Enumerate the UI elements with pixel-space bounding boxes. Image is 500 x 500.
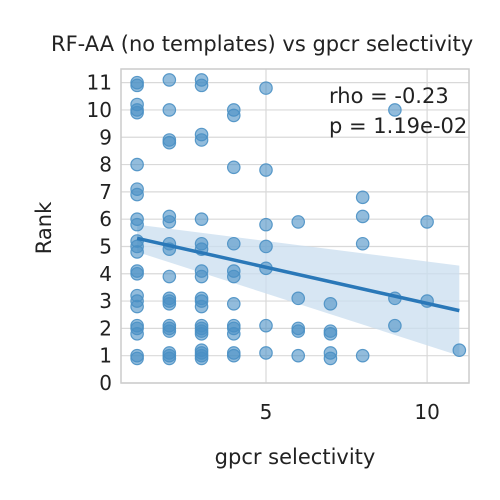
data-point bbox=[388, 103, 402, 117]
data-point bbox=[130, 105, 144, 120]
data-point bbox=[162, 135, 177, 150]
y-tick-label: 5 bbox=[99, 234, 112, 258]
data-point bbox=[355, 236, 370, 251]
data-point bbox=[130, 299, 144, 314]
data-point bbox=[226, 160, 241, 175]
data-point bbox=[130, 157, 144, 172]
data-point bbox=[355, 209, 370, 224]
p-value-annotation: p = 1.19e-02 bbox=[329, 114, 467, 138]
data-point bbox=[162, 324, 177, 338]
data-point bbox=[226, 108, 241, 123]
data-point bbox=[194, 269, 209, 284]
y-tick-label: 6 bbox=[99, 207, 112, 231]
data-point bbox=[194, 299, 209, 314]
x-tick-label: 10 bbox=[414, 400, 439, 424]
data-point bbox=[226, 297, 241, 311]
data-point bbox=[323, 297, 338, 311]
data-point bbox=[226, 269, 241, 284]
data-point bbox=[130, 266, 144, 281]
y-tick-label: 7 bbox=[99, 180, 112, 204]
data-point bbox=[420, 215, 434, 229]
data-point bbox=[162, 351, 177, 366]
y-tick-label: 3 bbox=[99, 289, 112, 313]
regression-layer bbox=[136, 236, 460, 313]
data-point bbox=[226, 236, 241, 251]
data-point bbox=[291, 348, 306, 363]
data-point bbox=[259, 81, 273, 95]
data-point bbox=[259, 163, 273, 177]
data-point bbox=[355, 348, 370, 363]
data-point bbox=[162, 103, 177, 117]
data-point bbox=[130, 217, 144, 232]
data-point bbox=[388, 318, 402, 333]
y-tick-label: 0 bbox=[99, 371, 112, 395]
y-tick-label: 2 bbox=[99, 316, 112, 340]
data-point bbox=[226, 348, 241, 363]
data-point bbox=[323, 351, 338, 366]
data-point bbox=[323, 327, 338, 341]
data-point bbox=[194, 78, 209, 93]
data-point bbox=[452, 343, 467, 358]
data-point bbox=[194, 212, 209, 226]
data-point bbox=[226, 327, 241, 341]
x-tick-label: 5 bbox=[260, 400, 273, 424]
data-point bbox=[162, 297, 177, 311]
y-axis-label: Rank bbox=[32, 201, 56, 254]
regression-line bbox=[136, 236, 460, 313]
data-point bbox=[194, 133, 209, 147]
data-point bbox=[355, 190, 370, 205]
plot-frame bbox=[120, 68, 470, 384]
data-point bbox=[259, 318, 273, 333]
y-tick-label: 9 bbox=[99, 125, 112, 149]
data-point bbox=[194, 351, 209, 366]
y-tick-label: 11 bbox=[87, 71, 112, 95]
data-point bbox=[259, 217, 273, 232]
data-point bbox=[291, 324, 306, 338]
data-point bbox=[130, 351, 144, 366]
data-point bbox=[291, 215, 306, 229]
rho-annotation: rho = -0.23 bbox=[329, 84, 449, 108]
x-axis-label: gpcr selectivity bbox=[215, 445, 376, 469]
data-point bbox=[162, 73, 177, 87]
y-tick-label: 4 bbox=[99, 262, 112, 286]
y-tick-label: 1 bbox=[99, 344, 112, 368]
data-point bbox=[194, 327, 209, 341]
data-point bbox=[130, 245, 144, 259]
data-point bbox=[291, 291, 306, 306]
y-tick-label: 10 bbox=[87, 98, 112, 122]
y-tick-label: 8 bbox=[99, 153, 112, 177]
data-point bbox=[259, 346, 273, 360]
data-point bbox=[130, 78, 144, 93]
data-point bbox=[130, 327, 144, 341]
x-tick-labels: 5 10 bbox=[260, 400, 440, 424]
data-point bbox=[162, 215, 177, 229]
data-point bbox=[259, 239, 273, 254]
y-tick-labels: 0 1 2 3 4 5 6 7 8 9 10 11 bbox=[87, 71, 112, 395]
data-point bbox=[130, 187, 144, 202]
chart-title: RF-AA (no templates) vs gpcr selectivity bbox=[51, 32, 473, 56]
data-point bbox=[162, 269, 177, 284]
